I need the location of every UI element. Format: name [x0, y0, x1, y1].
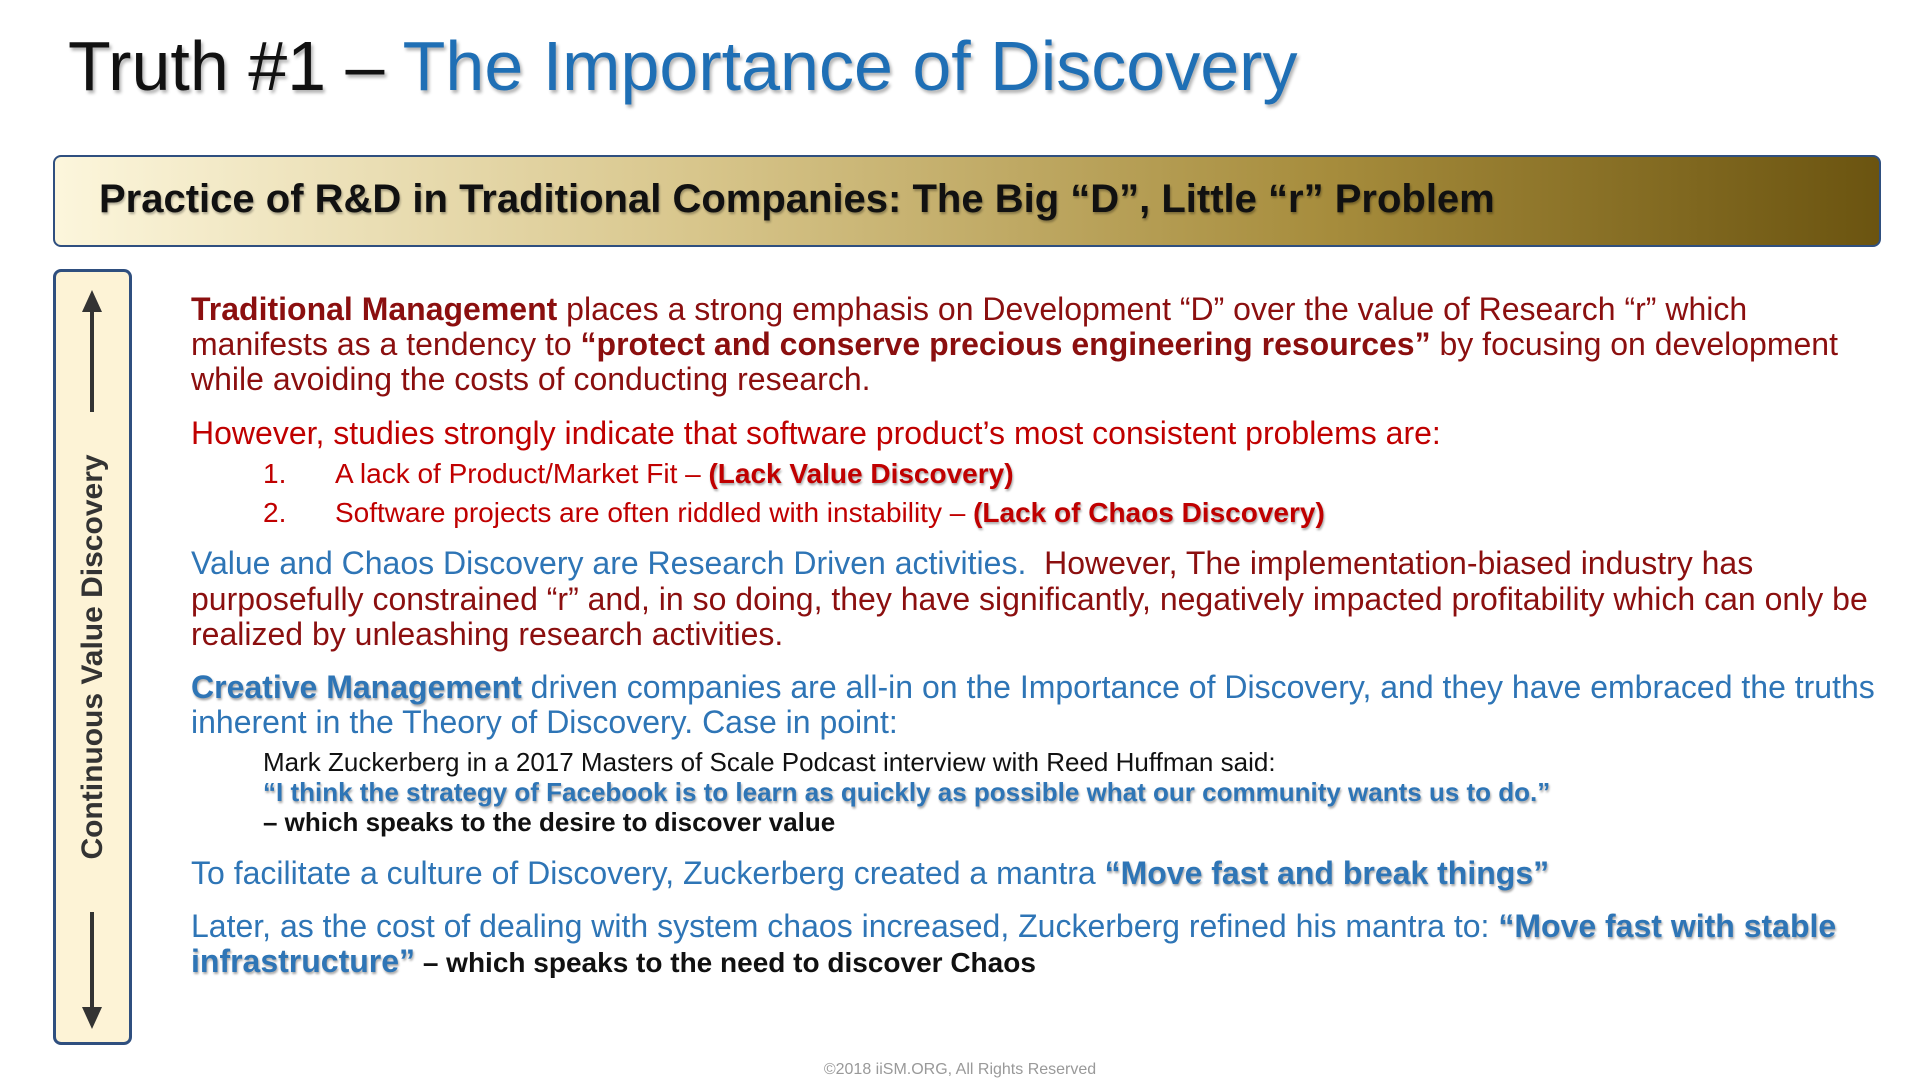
quote-block: Mark Zuckerberg in a 2017 Masters of Sca… — [263, 747, 1891, 838]
run: However, The implementation-biased indus… — [191, 545, 1877, 652]
arrow-up-head — [82, 290, 102, 312]
list-item: 1. A lack of Product/Market Fit – (Lack V… — [263, 457, 1891, 490]
banner-text: Practice of R&D in Traditional Companies… — [99, 177, 1495, 221]
list-number: 1. — [263, 457, 287, 489]
list: 1. A lack of Product/Market Fit – (Lack V… — [263, 457, 1891, 529]
side-arrows — [82, 290, 102, 1029]
run: Later, as the cost of dealing with syste… — [191, 908, 1499, 945]
title-main: The Importance of Discovery — [402, 27, 1298, 105]
run: – which speaks to the need to discover C… — [415, 947, 1036, 979]
run: “Move fast with stable infrastructure” — [191, 908, 1837, 980]
arrow-down-head — [82, 1007, 102, 1029]
run: “Move fast and break things” — [1104, 854, 1550, 891]
run: Value and Chaos Discovery are Research D… — [191, 545, 1027, 582]
run: by focusing on development while avoidin… — [191, 326, 1838, 398]
run: driven companies are all-in on the Impor… — [191, 668, 1875, 741]
run: “protect and conserve precious engineeri… — [580, 326, 1431, 363]
quote-comment: – which speaks to the desire to discover… — [263, 807, 836, 838]
run: To facilitate a culture of Discovery, Zu… — [191, 854, 1105, 891]
title-prefix: Truth #1 – — [68, 27, 403, 105]
list-item: 2. Software projects are often riddled wi… — [263, 496, 1891, 529]
paragraph: Traditional Management places a strong e… — [191, 292, 1891, 398]
list-note: (Lack Value Discovery) — [708, 457, 1014, 489]
side-box: Continuous Value Discovery — [53, 269, 132, 1045]
list-number: 2. — [263, 496, 287, 528]
body: Traditional Management places a strong e… — [191, 292, 1891, 1052]
list-text: Software projects are often riddled with… — [335, 496, 974, 528]
paragraph: Creative Management driven companies are… — [191, 668, 1891, 741]
list-note: (Lack of Chaos Discovery) — [973, 496, 1325, 528]
paragraph: To facilitate a culture of Discovery, Zu… — [191, 854, 1891, 891]
run: Traditional Management — [191, 292, 558, 327]
paragraph: However, studies strongly indicate that … — [191, 414, 1441, 451]
run: places a strong emphasis on Development … — [191, 292, 1748, 363]
side-label: Continuous Value Discovery — [75, 454, 109, 860]
paragraph: Value and Chaos Discovery are Research D… — [191, 546, 1891, 652]
banner: Practice of R&D in Traditional Companies… — [53, 155, 1881, 247]
paragraph: Later, as the cost of dealing with syste… — [191, 908, 1891, 980]
quote-intro: Mark Zuckerberg in a 2017 Masters of Sca… — [263, 747, 1276, 778]
list-text: A lack of Product/Market Fit – — [335, 457, 709, 489]
quote-text: “I think the strategy of Facebook is to … — [263, 777, 1551, 808]
footer: ©2018 iiSM.ORG, All Rights Reserved — [823, 1061, 1097, 1078]
run: Creative Management — [191, 668, 522, 705]
title: Truth #1 – The Importance of Discovery — [68, 26, 1297, 106]
